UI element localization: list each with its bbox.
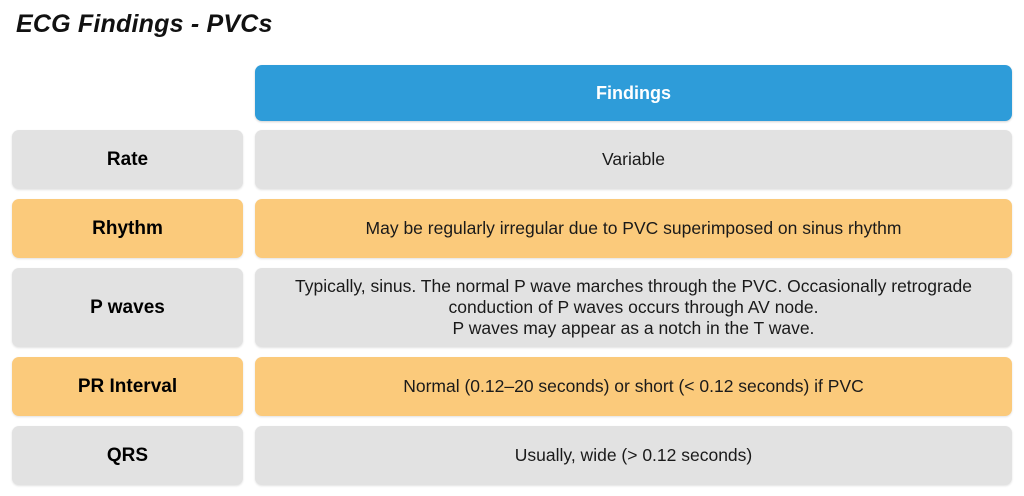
row-label-cell: Rhythm bbox=[12, 199, 243, 258]
row-finding-cell: Variable bbox=[255, 130, 1012, 189]
row-finding-cell: Normal (0.12–20 seconds) or short (< 0.1… bbox=[255, 357, 1012, 416]
table-row: QRS Usually, wide (> 0.12 seconds) bbox=[12, 426, 1012, 485]
table-row: P waves Typically, sinus. The normal P w… bbox=[12, 268, 1012, 347]
row-label-cell: PR Interval bbox=[12, 357, 243, 416]
row-label-cell: QRS bbox=[12, 426, 243, 485]
row-label-cell: P waves bbox=[12, 268, 243, 347]
row-finding-cell: Usually, wide (> 0.12 seconds) bbox=[255, 426, 1012, 485]
ecg-findings-table: Findings Rate Variable Rhythm May be reg… bbox=[12, 65, 1012, 485]
row-finding-cell: Typically, sinus. The normal P wave marc… bbox=[255, 268, 1012, 347]
table-row: Rhythm May be regularly irregular due to… bbox=[12, 199, 1012, 258]
row-finding-cell: May be regularly irregular due to PVC su… bbox=[255, 199, 1012, 258]
row-label-cell: Rate bbox=[12, 130, 243, 189]
table-header-row: Findings bbox=[12, 65, 1012, 121]
header-spacer bbox=[12, 65, 243, 121]
table-body: Rate Variable Rhythm May be regularly ir… bbox=[12, 130, 1012, 485]
findings-column-header: Findings bbox=[255, 65, 1012, 121]
page-title: ECG Findings - PVCs bbox=[16, 10, 273, 38]
table-row: Rate Variable bbox=[12, 130, 1012, 189]
table-row: PR Interval Normal (0.12–20 seconds) or … bbox=[12, 357, 1012, 416]
